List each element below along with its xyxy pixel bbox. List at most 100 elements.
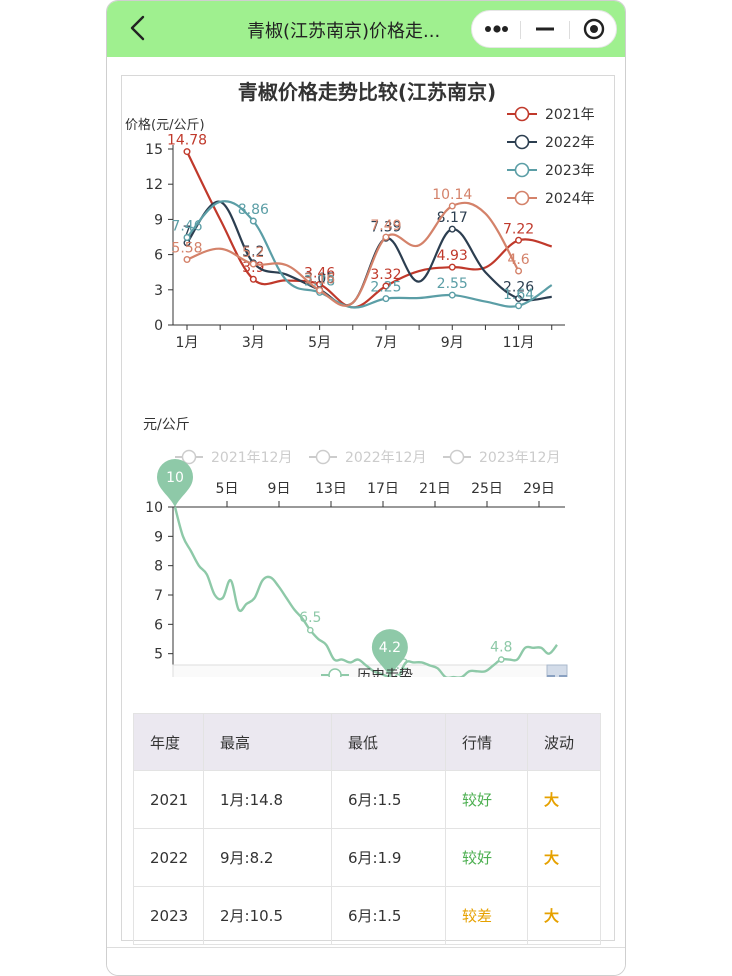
max-point-pin[interactable]: 10 [157, 458, 193, 507]
legend-item-2021年[interactable]: 2021年 [507, 106, 595, 123]
data-point[interactable] [382, 295, 390, 303]
legend-item-2022年[interactable]: 2022年 [507, 134, 595, 151]
y-tick-label: 0 [154, 318, 163, 334]
minimize-icon[interactable] [521, 11, 569, 47]
zoom-handle-grip [559, 675, 567, 677]
data-point[interactable] [448, 202, 456, 210]
x-tick-label: 9月 [441, 335, 464, 351]
data-point[interactable] [394, 673, 402, 677]
series-line-2021年 [186, 151, 553, 309]
data-point[interactable] [249, 275, 257, 283]
data-point[interactable] [515, 302, 523, 310]
series-line-history [173, 506, 558, 677]
data-point[interactable] [183, 256, 191, 264]
data-label: 8.86 [238, 202, 269, 218]
data-point[interactable] [249, 260, 257, 268]
data-label: 7 [183, 224, 192, 240]
zoom-handle-grip [547, 675, 555, 677]
data-point[interactable] [515, 236, 523, 244]
legend-item-2023年[interactable]: 2023年 [507, 162, 595, 179]
data-point[interactable] [448, 263, 456, 271]
title-bar: 青椒(江苏南京)价格走... [107, 1, 625, 57]
bottom-bar [107, 947, 625, 975]
cell-volatility: 大 [527, 770, 601, 829]
y-tick-label: 3 [154, 283, 163, 299]
y-tick-label: 4 [154, 676, 163, 677]
page-title: 青椒(江苏南京)价格走... [247, 21, 441, 42]
x-tick-label: 1月 [176, 335, 199, 351]
capsule-menu [471, 10, 617, 48]
data-point[interactable] [448, 291, 456, 299]
data-point[interactable] [316, 286, 324, 294]
cell-volatility: 大 [527, 886, 601, 945]
zoom-handle[interactable] [546, 664, 568, 677]
table-header-row: 年度 最高 最低 行情 波动 [133, 713, 601, 771]
header-min: 最低 [331, 713, 446, 771]
legend-item-inactive[interactable]: 2021年12月 [175, 449, 292, 466]
data-point[interactable] [515, 294, 523, 302]
data-point[interactable] [249, 217, 257, 225]
data-point[interactable] [515, 267, 523, 275]
data-label: 2.25 [370, 280, 401, 296]
mini-program-window: 青椒(江苏南京)价格走... 青椒价格走势比较(江苏南京) 价格(元/公斤) 0… [106, 0, 626, 976]
data-point[interactable] [497, 656, 505, 663]
y-tick-label: 15 [145, 142, 163, 158]
legend-label: 2024年 [545, 191, 595, 207]
legend-history[interactable]: 历史走势 [321, 668, 413, 677]
y-axis-label: 元/公斤 [143, 417, 190, 433]
x-top-tick-label: 5日 [216, 481, 239, 497]
pin-shape [371, 629, 408, 677]
data-label: 2.55 [437, 276, 468, 292]
data-label: 3.46 [304, 265, 335, 281]
capsule-divider [569, 21, 570, 39]
legend-item-inactive[interactable]: 2022年12月 [309, 449, 426, 466]
legend-marker [514, 134, 530, 150]
data-label: 7.46 [171, 218, 202, 234]
cell-year: 2023 [133, 886, 204, 945]
cell-max: 2月:10.5 [203, 886, 332, 945]
header-max: 最高 [203, 713, 332, 771]
header-year: 年度 [133, 713, 204, 771]
data-point[interactable] [183, 233, 191, 241]
x-top-tick-label: 21日 [419, 481, 451, 497]
data-point[interactable] [382, 233, 390, 241]
x-tick-label: 3月 [242, 335, 265, 351]
data-label: 6.5 [299, 610, 321, 626]
data-point[interactable] [382, 282, 390, 290]
x-tick-label: 11月 [503, 335, 535, 351]
min-point-pin[interactable]: 4.2 [371, 629, 408, 677]
x-top-tick-label: 17日 [367, 481, 399, 497]
yearly-summary-table: 年度 最高 最低 行情 波动 2021 1月:14.8 6月:1.5 较好 大 … [133, 713, 601, 945]
data-point[interactable] [448, 225, 456, 233]
header-volatility: 波动 [527, 713, 601, 771]
x-tick-label: 7月 [374, 335, 397, 351]
data-point[interactable] [183, 148, 191, 156]
legend-marker [514, 190, 530, 206]
back-arrow-icon[interactable] [123, 13, 153, 43]
legend-marker [449, 449, 465, 465]
close-target-icon[interactable] [570, 11, 618, 47]
pin-label: 10 [166, 470, 184, 486]
cell-trend: 较好 [445, 770, 528, 829]
x-tick-label: 5月 [308, 335, 331, 351]
data-label: 3.16 [304, 271, 335, 287]
y-tick-label: 10 [145, 500, 163, 516]
data-point[interactable] [306, 626, 314, 634]
legend-marker [514, 162, 530, 178]
pin-shape [157, 458, 193, 507]
legend-item-2024年[interactable]: 2024年 [507, 190, 595, 207]
x-top-tick-label: 9日 [268, 481, 291, 497]
table-row: 2021 1月:14.8 6月:1.5 较好 大 [133, 770, 601, 829]
cell-year: 2022 [133, 828, 204, 887]
more-icon[interactable] [472, 11, 520, 47]
x-top-tick-label: 13日 [315, 481, 347, 497]
legend-item-inactive[interactable]: 2023年12月 [443, 449, 560, 466]
data-label: 5.2 [242, 245, 264, 261]
table-row: 2022 9月:8.2 6月:1.9 较好 大 [133, 828, 601, 887]
data-label: 7.22 [503, 221, 534, 237]
data-label: 4.93 [437, 248, 468, 264]
legend-label: 2022年 [545, 135, 595, 151]
y-tick-label: 9 [154, 212, 163, 228]
data-label: 1.64 [503, 287, 534, 303]
